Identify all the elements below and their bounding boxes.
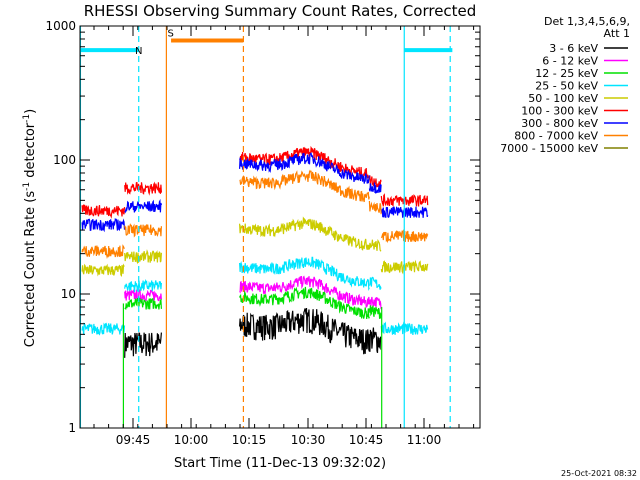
series-line-0 — [124, 307, 382, 358]
y-axis-label: Corrected Count Rate (s-1 detector-1) — [22, 109, 38, 347]
y-axis-label-main: Corrected Count Rate (s — [23, 191, 38, 348]
legend-label-4: 50 - 100 keV — [528, 92, 598, 105]
flag-label-0: N — [135, 46, 142, 57]
flag-label-1: S — [167, 28, 173, 39]
legend-label-6: 300 - 800 keV — [521, 117, 598, 130]
legend-label-7: 800 - 7000 keV — [514, 130, 598, 143]
legend-label-1: 6 - 12 keV — [542, 55, 598, 68]
legend-label-0: 3 - 6 keV — [549, 42, 598, 55]
series-line-6 — [81, 152, 429, 233]
axes: 1 10 100 1000 09:45 10:00 10:15 10:30 10:45 11:00 — [45, 19, 481, 447]
y-tick-label-1: 10 — [61, 287, 76, 301]
y-tick-label-2: 100 — [53, 153, 76, 167]
x-tick-label-0: 09:45 — [116, 433, 151, 447]
plot-frame — [79, 25, 481, 429]
x-tick-label-3: 10:30 — [291, 433, 326, 447]
legend-header-1: Det 1,3,4,5,6,9, — [544, 15, 630, 28]
legend-header-2: Att 1 — [604, 27, 630, 40]
y-axis-label-mid: detector — [23, 122, 38, 182]
chart-title: RHESSI Observing Summary Count Rates, Co… — [84, 2, 477, 20]
legend-label-2: 12 - 25 keV — [535, 67, 598, 80]
timestamp-label: 25-Oct-2021 08:32 — [561, 469, 637, 478]
series-line-4 — [81, 216, 429, 278]
legend-label-5: 100 - 300 keV — [521, 105, 598, 118]
y-axis-label-sup2: -1 — [22, 114, 32, 123]
plot-area: NS — [79, 26, 453, 428]
series-line-7 — [81, 169, 429, 260]
y-tick-label-0: 1 — [68, 421, 76, 435]
x-tick-label-2: 10:15 — [232, 433, 267, 447]
y-axis-label-sup1: -1 — [22, 182, 32, 191]
x-tick-label-4: 10:45 — [349, 433, 384, 447]
x-axis-label: Start Time (11-Dec-13 09:32:02) — [174, 456, 386, 471]
legend-label-8: 7000 - 15000 keV — [500, 142, 598, 155]
y-tick-label-3: 1000 — [45, 19, 76, 33]
series-line-2 — [124, 286, 382, 319]
y-axis-label-end: ) — [23, 109, 38, 114]
series-line-1 — [124, 275, 382, 310]
series-line-3 — [81, 256, 429, 336]
legend-label-3: 25 - 50 keV — [535, 80, 598, 93]
x-tick-label-5: 11:00 — [407, 433, 442, 447]
x-tick-label-1: 10:00 — [174, 433, 209, 447]
